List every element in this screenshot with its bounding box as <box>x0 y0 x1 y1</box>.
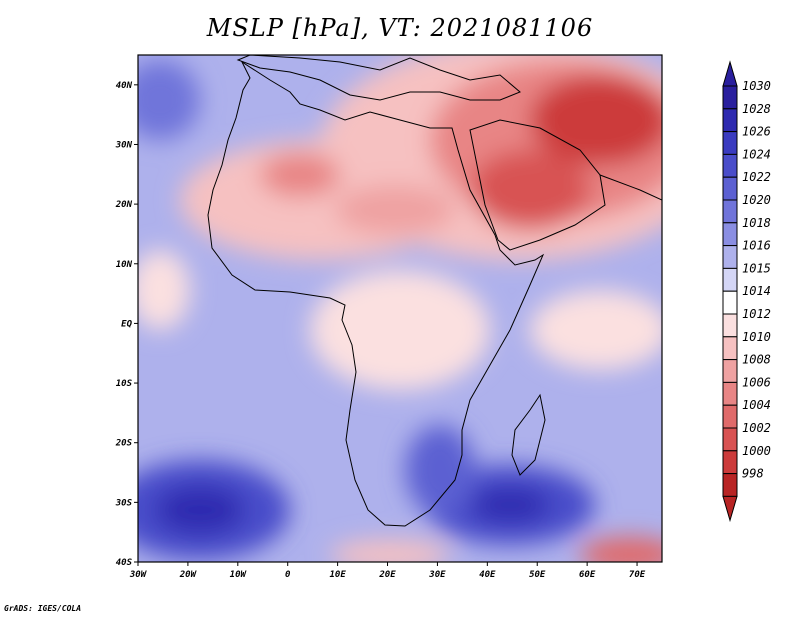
x-tick-label: 50E <box>529 570 546 580</box>
x-axis: 30W 20W 10W 0 10E 20E 30E 40E 50E 60E 70E <box>129 562 646 580</box>
asia-coastline <box>599 174 662 201</box>
colorbar-swatch <box>722 313 738 338</box>
x-tick-label: 30W <box>129 570 148 580</box>
y-tick-label: 20S <box>115 439 133 449</box>
x-tick-label: 30E <box>428 570 446 580</box>
colorbar-swatch <box>722 381 738 406</box>
x-tick-label: 10E <box>329 570 346 580</box>
arabia-coastline <box>469 119 606 251</box>
y-tick-label: 10N <box>116 260 133 270</box>
colorbar-label: 1018 <box>742 216 771 230</box>
colorbar-swatch <box>722 85 738 110</box>
colorbar-swatch <box>722 131 738 155</box>
colorbar-top-arrow <box>722 60 738 87</box>
pressure-field <box>138 55 662 562</box>
colorbar-label: 1004 <box>742 398 771 412</box>
colorbar-label: 1020 <box>742 193 771 207</box>
colorbar-swatch <box>722 290 738 315</box>
colorbar-swatch <box>722 427 738 452</box>
colorbar-swatch <box>722 222 738 247</box>
chart-title: MSLP [hPa], VT: 2021081106 <box>206 14 594 42</box>
y-tick-label: 30N <box>115 140 133 150</box>
colorbar-label: 1030 <box>742 79 771 93</box>
colorbar-swatch <box>722 267 738 292</box>
coastlines <box>207 55 662 527</box>
colorbar-label: 1002 <box>742 421 771 435</box>
y-tick-label: 30S <box>115 498 133 508</box>
x-tick-label: 0 <box>285 570 291 580</box>
colorbar-label: 1012 <box>742 307 771 321</box>
colorbar-label: 1028 <box>742 102 771 116</box>
y-tick-label: 10S <box>116 379 133 389</box>
colorbar-swatch <box>722 336 738 361</box>
europe-coastline <box>236 55 521 101</box>
colorbar-label: 998 <box>742 467 764 481</box>
colorbar-label: 1000 <box>742 444 771 458</box>
colorbar-swatch <box>722 450 738 475</box>
x-tick-label: 40E <box>479 570 496 580</box>
colorbar-label: 1015 <box>742 261 771 275</box>
y-tick-label: 40N <box>116 81 133 91</box>
colorbar-swatch <box>722 359 738 383</box>
x-tick-label: 60E <box>579 570 596 580</box>
y-tick-label: 40S <box>116 558 133 568</box>
colorbar-swatch <box>722 176 738 201</box>
africa-coastline <box>207 60 545 527</box>
colorbar-swatch <box>722 108 738 133</box>
colorbar-label: 1014 <box>742 284 771 298</box>
colorbar-label: 1010 <box>742 330 771 344</box>
y-axis: 40N 30N 20N 10N EQ 10S 20S 30S 40S <box>115 81 138 568</box>
colorbar: 1030 1028 1026 1024 1022 1020 1018 1016 1015 1014… <box>722 60 771 523</box>
x-tick-label: 20E <box>378 570 396 580</box>
x-tick-label: 10W <box>230 570 248 580</box>
colorbar-label: 1024 <box>742 147 771 161</box>
map-frame <box>137 54 663 563</box>
colorbar-swatch <box>722 473 738 497</box>
colorbar-bottom-arrow <box>722 495 738 523</box>
colorbar-label: 1008 <box>742 353 771 367</box>
credit-label: GrADS: IGES/COLA <box>4 604 82 613</box>
x-tick-label: 20W <box>179 570 198 580</box>
x-tick-label: 70E <box>629 570 646 580</box>
colorbar-swatch <box>722 245 738 269</box>
madagascar-coastline <box>511 393 546 476</box>
y-tick-label: 20N <box>115 200 133 210</box>
colorbar-swatch <box>722 404 738 429</box>
colorbar-label: 1016 <box>742 239 771 253</box>
colorbar-label: 1006 <box>742 375 771 389</box>
colorbar-swatch <box>722 153 738 178</box>
colorbar-label: 1026 <box>742 125 771 139</box>
y-tick-label: EQ <box>121 319 132 329</box>
colorbar-swatch <box>722 199 738 224</box>
colorbar-label: 1022 <box>742 170 771 184</box>
